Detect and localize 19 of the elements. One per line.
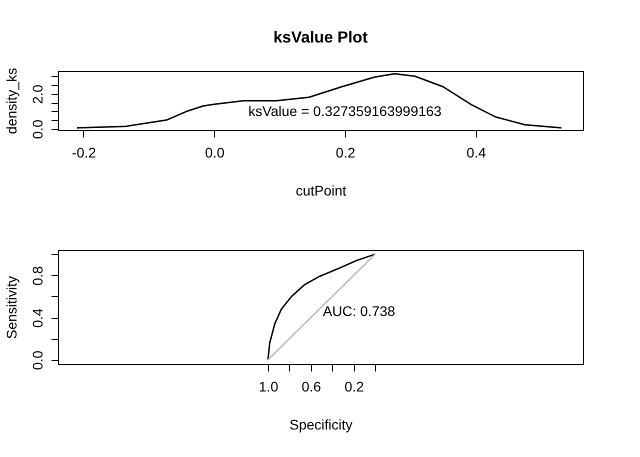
- x-tick-label: -0.2: [72, 144, 96, 160]
- x-tick-label: 0.2: [336, 144, 356, 160]
- x-tick-label: 1.0: [258, 378, 278, 394]
- x-tick-label: 0.6: [302, 378, 322, 394]
- y-axis-title: Sensitivity: [4, 276, 20, 340]
- chart-title: ksValue Plot: [273, 29, 368, 46]
- y-tick-label: 0.8: [30, 266, 46, 286]
- x-axis-title: Specificity: [289, 416, 353, 432]
- y-axis-title: density_ks: [4, 68, 20, 134]
- x-tick-label: 0.4: [466, 144, 486, 160]
- y-tick-label: 0.4: [30, 308, 46, 328]
- y-tick-label: 0.0: [30, 350, 46, 370]
- x-axis-title: cutPoint: [296, 182, 346, 198]
- x-tick-label: 0.0: [205, 144, 225, 160]
- x-tick-label: 0.2: [344, 378, 364, 394]
- y-tick-label: 0.0: [30, 119, 46, 140]
- annotation: ksValue = 0.327359163999163: [248, 103, 442, 119]
- y-tick-label: 2.0: [30, 84, 46, 104]
- annotation: AUC: 0.738: [322, 303, 396, 319]
